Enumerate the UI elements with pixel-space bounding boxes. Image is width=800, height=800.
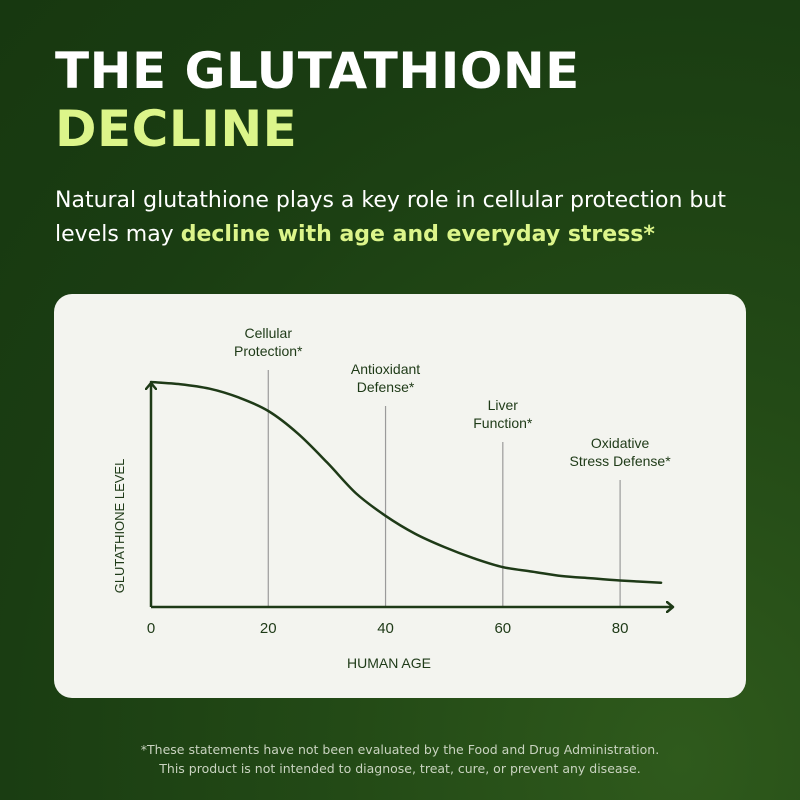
marker-label: Cellular <box>245 325 293 341</box>
page-title: THE GLUTATHIONE DECLINE <box>55 42 580 158</box>
subtitle: Natural glutathione plays a key role in … <box>55 184 755 252</box>
x-tick-label: 80 <box>612 620 629 637</box>
marker-label: Stress Defense* <box>570 453 672 469</box>
subtitle-plain: Natural glutathione plays a key role in … <box>55 188 726 247</box>
y-axis-label: GLUTATHIONE LEVEL <box>112 459 127 594</box>
marker-label: Oxidative <box>591 435 650 451</box>
marker-label: Function* <box>473 415 533 431</box>
x-tick-label: 60 <box>494 620 511 637</box>
glutathione-chart: Cellular Protection* Antioxidant Defense* Li… <box>112 325 746 671</box>
marker-label: Liver <box>488 397 519 413</box>
x-tick-labels: 0 20 40 60 80 <box>147 620 629 637</box>
subtitle-highlight: decline with age and everyday stress* <box>180 222 655 247</box>
disclaimer: *These statements have not been evaluate… <box>0 740 800 778</box>
marker-label: Protection* <box>234 343 303 359</box>
glutathione-curve <box>149 380 663 584</box>
title-line-1: THE GLUTATHIONE <box>55 42 580 100</box>
chart-card: Cellular Protection* Antioxidant Defense* Li… <box>54 294 746 698</box>
marker-lines: Cellular Protection* Antioxidant Defense* Li… <box>234 325 671 607</box>
x-tick-label: 20 <box>260 620 277 637</box>
x-axis-label: HUMAN AGE <box>347 655 431 671</box>
x-tick-label: 0 <box>147 620 155 637</box>
marker-label: Antioxidant <box>351 361 420 377</box>
x-tick-label: 40 <box>377 620 394 637</box>
title-line-2: DECLINE <box>55 100 298 158</box>
disclaimer-line-2: This product is not intended to diagnose… <box>159 761 641 776</box>
marker-label: Defense* <box>357 379 415 395</box>
disclaimer-line-1: *These statements have not been evaluate… <box>140 742 660 757</box>
